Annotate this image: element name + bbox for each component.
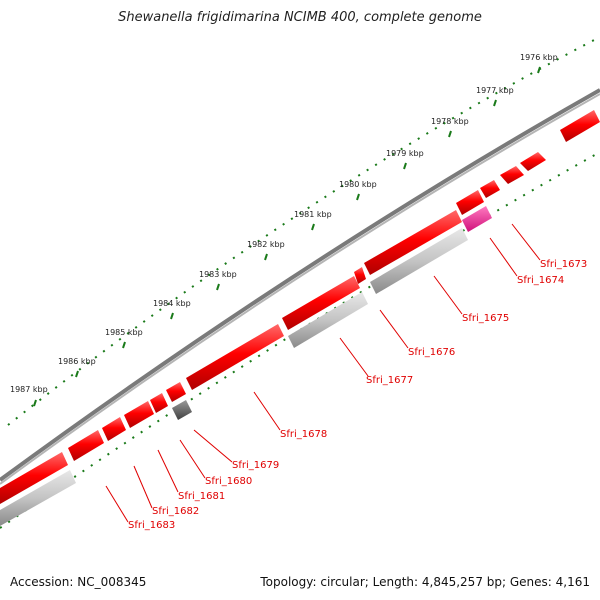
genome-backbone [0, 88, 600, 482]
gene-gray-1 [370, 228, 468, 294]
gene-label-sfri-1677: Sfri_1677 [366, 375, 413, 386]
scale-label: 1977 kbp [476, 86, 514, 95]
scale-tick [122, 341, 126, 349]
scale-tick [33, 399, 37, 407]
gene-arrow-9 [166, 382, 186, 402]
gene-arrow-10 [150, 393, 168, 413]
gene-label-sfri-1676: Sfri_1676 [408, 347, 455, 358]
scale-tick [537, 66, 541, 74]
scale-tick [170, 312, 174, 320]
gene-label-sfri-1675: Sfri_1675 [462, 313, 509, 324]
gene-arrow-14 [0, 452, 68, 504]
scale-tick [356, 193, 360, 201]
scale-label: 1978 kbp [431, 117, 469, 126]
scale-tick [216, 283, 220, 291]
gene-arrow-right-edge [560, 110, 600, 142]
gene-arrow-7 [282, 276, 360, 330]
gene-label-sfri-1681: Sfri_1681 [178, 491, 225, 502]
scale-label: 1979 kbp [386, 149, 424, 158]
scale-label: 1985 kbp [105, 328, 143, 337]
gene-arrow-11 [124, 401, 154, 428]
gene-gray-2 [288, 292, 368, 348]
gene-label-sfri-1682: Sfri_1682 [152, 506, 199, 517]
gene-label-sfri-1680: Sfri_1680 [205, 476, 252, 487]
gene-arrow-4 [456, 190, 484, 215]
gene-pink [462, 206, 492, 232]
scale-tick [403, 162, 407, 170]
accession-text: Accession: NC_008345 [10, 575, 147, 589]
scale-label: 1986 kbp [58, 357, 96, 366]
label-leaders [105, 223, 541, 523]
scale-label: 1983 kbp [199, 270, 237, 279]
gene-label-sfri-1673: Sfri_1673 [540, 259, 587, 270]
gene-label-sfri-1674: Sfri_1674 [517, 275, 564, 286]
gene-label-sfri-1683: Sfri_1683 [128, 520, 175, 531]
scale-tick [311, 223, 315, 231]
scale-tick [448, 130, 452, 138]
scale-label: 1981 kbp [294, 210, 332, 219]
gene-arrow-8 [186, 324, 284, 390]
gene-label-sfri-1678: Sfri_1678 [280, 429, 327, 440]
scale-track-outer [7, 37, 599, 426]
gene-arrow-1 [520, 152, 546, 171]
gene-arrow-3 [480, 180, 500, 198]
scale-tick [264, 253, 268, 261]
gene-gray-3 [0, 470, 76, 526]
scale-ticks [33, 66, 541, 407]
reverse-genes [0, 206, 492, 526]
genome-backbone-shadow [0, 93, 600, 485]
gene-arrow-5 [364, 210, 462, 275]
scale-track-inner [0, 151, 600, 529]
scale-label: 1987 kbp [10, 385, 48, 394]
scale-label: 1976 kbp [520, 53, 558, 62]
scale-labels: 1976 kbp 1977 kbp 1978 kbp 1979 kbp 1980 kbp… [10, 53, 558, 394]
gene-arrow-13 [68, 430, 104, 461]
gene-arrow-6 [354, 267, 366, 284]
gene-arrow-12 [102, 417, 126, 441]
gene-labels: Sfri_1673 Sfri_1674 Sfri_1675 Sfri_1676 … [128, 259, 587, 531]
gene-dark [172, 400, 192, 420]
scale-label: 1982 kbp [247, 240, 285, 249]
gene-label-sfri-1679: Sfri_1679 [232, 460, 279, 471]
gene-arrow-2 [500, 166, 524, 184]
scale-tick [493, 99, 497, 107]
scale-label: 1984 kbp [153, 299, 191, 308]
scale-tick [75, 370, 79, 378]
map-title: Shewanella frigidimarina NCIMB 400, comp… [118, 10, 482, 25]
genome-summary-text: Topology: circular; Length: 4,845,257 bp… [260, 575, 590, 589]
scale-label: 1980 kbp [339, 180, 377, 189]
forward-genes [0, 110, 600, 504]
